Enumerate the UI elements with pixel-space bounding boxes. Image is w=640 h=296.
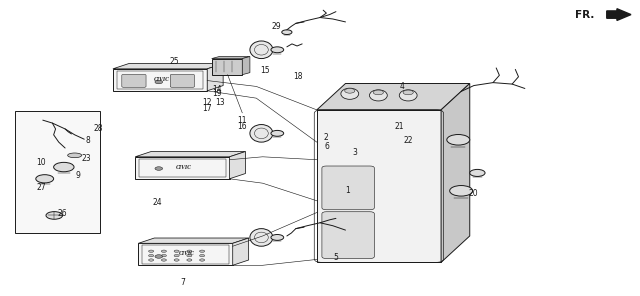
Polygon shape — [233, 238, 248, 265]
Text: CIVIC: CIVIC — [176, 165, 192, 170]
Text: 11: 11 — [237, 116, 247, 125]
Circle shape — [174, 259, 179, 261]
Text: 25: 25 — [170, 57, 180, 66]
Circle shape — [271, 47, 284, 53]
Circle shape — [187, 259, 192, 261]
Text: 1: 1 — [345, 186, 350, 195]
FancyBboxPatch shape — [122, 74, 146, 87]
Circle shape — [148, 255, 154, 257]
Circle shape — [148, 259, 154, 261]
Text: 5: 5 — [333, 253, 339, 263]
FancyBboxPatch shape — [322, 212, 374, 258]
Text: 13: 13 — [215, 98, 225, 107]
Circle shape — [174, 250, 179, 252]
Text: 4: 4 — [399, 82, 404, 91]
Text: 18: 18 — [294, 72, 303, 81]
Circle shape — [200, 255, 205, 257]
Polygon shape — [138, 238, 248, 243]
Ellipse shape — [250, 41, 273, 59]
Text: 9: 9 — [76, 171, 80, 180]
Text: 3: 3 — [353, 148, 358, 157]
Text: 29: 29 — [272, 22, 282, 31]
Polygon shape — [138, 243, 233, 265]
Circle shape — [148, 250, 154, 252]
Text: 23: 23 — [82, 154, 92, 163]
Text: 21: 21 — [395, 122, 404, 131]
FancyArrow shape — [607, 9, 631, 20]
Circle shape — [447, 134, 470, 145]
Circle shape — [200, 250, 205, 252]
Text: 15: 15 — [260, 66, 269, 75]
Circle shape — [161, 255, 166, 257]
Polygon shape — [441, 83, 470, 262]
Text: 10: 10 — [36, 158, 45, 167]
Circle shape — [36, 175, 54, 183]
Text: 7: 7 — [180, 278, 186, 287]
Circle shape — [470, 169, 485, 176]
Circle shape — [161, 259, 166, 261]
Polygon shape — [212, 57, 250, 59]
Circle shape — [271, 234, 284, 240]
Text: 6: 6 — [324, 142, 330, 151]
Text: 16: 16 — [237, 122, 247, 131]
Text: 19: 19 — [212, 89, 222, 98]
Circle shape — [450, 186, 472, 196]
Polygon shape — [243, 57, 250, 75]
Text: 17: 17 — [202, 104, 211, 113]
Circle shape — [155, 167, 163, 170]
Polygon shape — [135, 157, 230, 179]
FancyBboxPatch shape — [322, 166, 374, 210]
Text: 20: 20 — [468, 189, 477, 198]
Text: 12: 12 — [202, 98, 211, 107]
Circle shape — [161, 250, 166, 252]
Circle shape — [46, 212, 63, 219]
Circle shape — [155, 255, 163, 258]
Circle shape — [271, 131, 284, 136]
Text: CIVIC: CIVIC — [179, 251, 195, 256]
Ellipse shape — [369, 90, 387, 101]
Ellipse shape — [345, 89, 355, 93]
Polygon shape — [113, 64, 223, 69]
Ellipse shape — [403, 90, 413, 95]
Ellipse shape — [341, 88, 358, 99]
Ellipse shape — [373, 90, 383, 95]
Text: 26: 26 — [57, 210, 67, 218]
Text: 24: 24 — [153, 198, 163, 207]
Ellipse shape — [250, 125, 273, 142]
Polygon shape — [207, 64, 223, 91]
Text: 2: 2 — [323, 133, 328, 142]
Polygon shape — [113, 69, 207, 91]
Polygon shape — [230, 152, 246, 179]
Polygon shape — [135, 152, 246, 157]
Polygon shape — [15, 111, 100, 233]
Circle shape — [187, 250, 192, 252]
Circle shape — [174, 255, 179, 257]
Polygon shape — [317, 83, 470, 110]
Text: 14: 14 — [212, 85, 222, 94]
Circle shape — [200, 259, 205, 261]
Text: 22: 22 — [403, 136, 413, 145]
Ellipse shape — [68, 153, 82, 158]
Circle shape — [54, 163, 74, 172]
Polygon shape — [317, 110, 441, 262]
Text: 8: 8 — [85, 136, 90, 145]
Text: CIVIC: CIVIC — [154, 77, 170, 82]
Circle shape — [155, 80, 163, 84]
Circle shape — [187, 255, 192, 257]
Ellipse shape — [399, 90, 417, 101]
Ellipse shape — [250, 229, 273, 246]
FancyBboxPatch shape — [170, 74, 195, 87]
Text: FR.: FR. — [575, 9, 594, 20]
Polygon shape — [212, 59, 243, 75]
Text: 28: 28 — [93, 124, 103, 133]
Text: 27: 27 — [36, 183, 45, 192]
Circle shape — [282, 30, 292, 35]
